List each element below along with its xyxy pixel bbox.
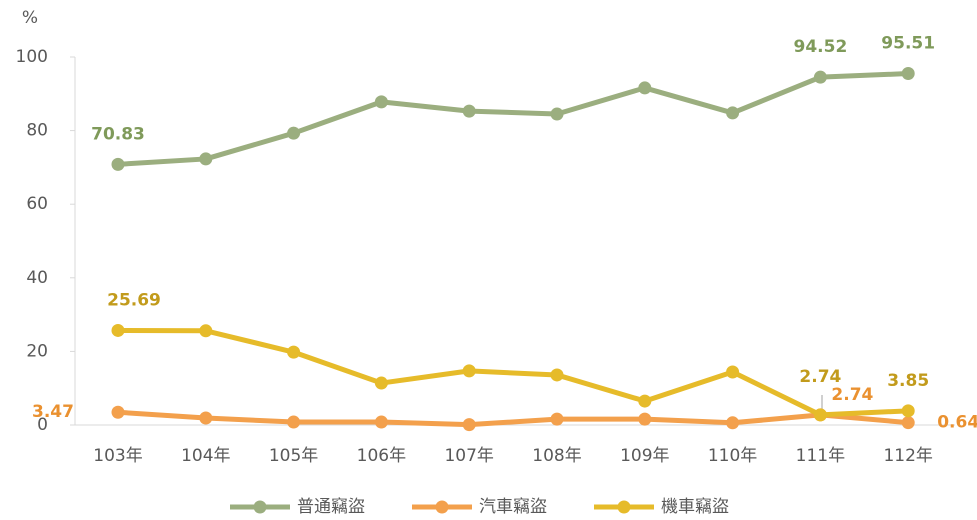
data-point bbox=[813, 70, 827, 84]
y-tick-label: 0 bbox=[37, 415, 48, 435]
x-tick-label: 109年 bbox=[620, 446, 669, 466]
series-line bbox=[117, 71, 909, 167]
data-point bbox=[111, 157, 125, 171]
y-tick-label: 60 bbox=[26, 194, 48, 214]
x-tick-label: 107年 bbox=[444, 446, 493, 466]
legend-label: 機車竊盜 bbox=[661, 497, 729, 517]
y-tick-label: 100 bbox=[16, 47, 48, 67]
data-label: 94.52 bbox=[794, 37, 848, 57]
series-line bbox=[117, 327, 909, 418]
x-tick-label: 104年 bbox=[181, 446, 230, 466]
x-tick-label: 106年 bbox=[357, 446, 406, 466]
data-point bbox=[550, 107, 564, 121]
legend-swatch-dot bbox=[617, 500, 631, 514]
data-point bbox=[462, 364, 476, 378]
y-tick-label: 20 bbox=[26, 341, 48, 361]
data-point bbox=[638, 81, 652, 95]
data-point bbox=[726, 416, 740, 430]
x-tick-label: 112年 bbox=[883, 446, 932, 466]
data-point bbox=[901, 67, 915, 81]
x-tick-label: 103年 bbox=[93, 446, 142, 466]
legend-swatch-dot bbox=[435, 500, 449, 514]
data-point bbox=[638, 394, 652, 408]
data-point bbox=[111, 405, 125, 419]
data-point bbox=[199, 411, 213, 425]
legend-label: 普通竊盜 bbox=[297, 497, 365, 517]
legend-swatch-dot bbox=[253, 500, 267, 514]
y-tick-label: 40 bbox=[26, 268, 48, 288]
data-point bbox=[550, 368, 564, 382]
data-label: 25.69 bbox=[107, 290, 161, 310]
data-point bbox=[550, 412, 564, 426]
data-point bbox=[726, 365, 740, 379]
data-label: 70.83 bbox=[91, 124, 145, 144]
x-tick-label: 110年 bbox=[708, 446, 757, 466]
data-point bbox=[638, 412, 652, 426]
data-point bbox=[287, 126, 301, 140]
data-point bbox=[374, 376, 388, 390]
series-line bbox=[117, 409, 909, 428]
data-point bbox=[901, 416, 915, 430]
x-tick-label: 105年 bbox=[269, 446, 318, 466]
data-label: 3.85 bbox=[887, 371, 929, 391]
data-label: 3.47 bbox=[32, 402, 74, 422]
y-axis-label: % bbox=[22, 8, 38, 28]
x-tick-label: 108年 bbox=[532, 446, 581, 466]
y-tick-label: 80 bbox=[26, 121, 48, 141]
data-point bbox=[813, 408, 827, 422]
data-label: 2.74 bbox=[799, 367, 841, 387]
data-point bbox=[287, 345, 301, 359]
data-label: 0.64 bbox=[937, 413, 977, 433]
data-point bbox=[199, 152, 213, 166]
x-tick-label: 111年 bbox=[796, 446, 845, 466]
data-point bbox=[462, 104, 476, 118]
data-point bbox=[462, 418, 476, 432]
data-point bbox=[726, 106, 740, 120]
data-point bbox=[374, 415, 388, 429]
data-point bbox=[901, 404, 915, 418]
data-label: 2.74 bbox=[831, 385, 873, 405]
data-point bbox=[287, 415, 301, 429]
legend-label: 汽車竊盜 bbox=[479, 497, 547, 517]
data-point bbox=[111, 323, 125, 337]
data-point bbox=[374, 95, 388, 109]
data-point bbox=[199, 324, 213, 338]
data-label: 95.51 bbox=[881, 34, 935, 54]
